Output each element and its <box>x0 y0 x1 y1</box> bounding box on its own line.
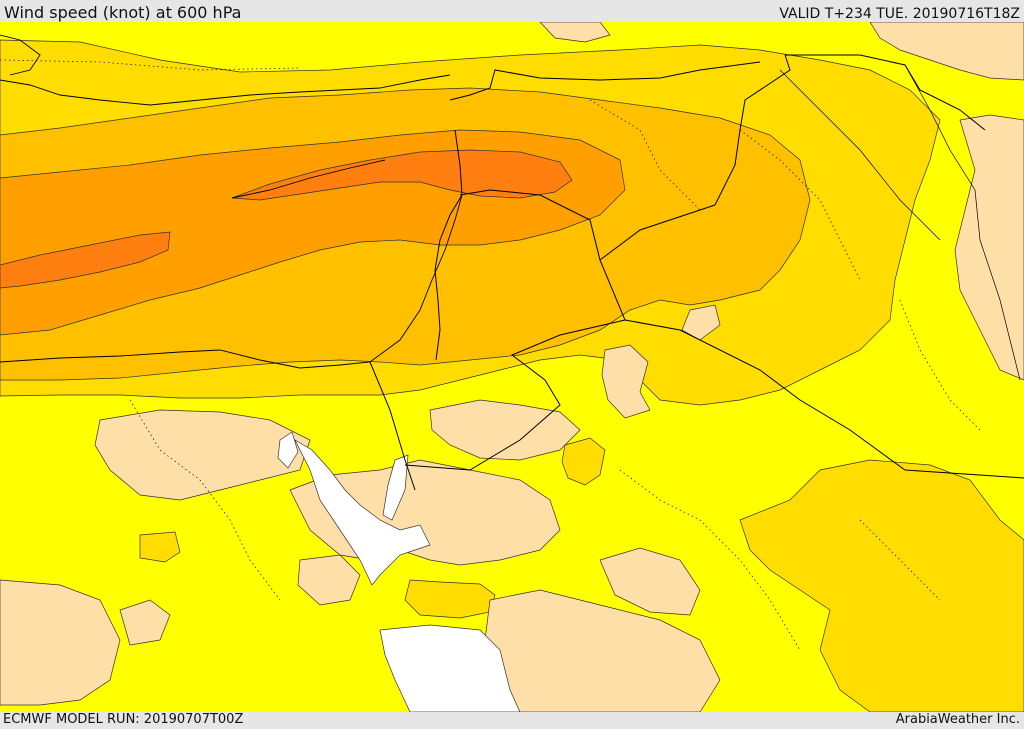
gold-wind-band-southeast <box>739 459 1024 712</box>
country-borders <box>369 54 1024 491</box>
gold-patch <box>404 579 496 619</box>
tan-low-wind-area <box>0 579 121 706</box>
province-borders <box>0 59 981 651</box>
valid-time: VALID T+234 TUE. 20190716T18Z <box>779 6 1020 22</box>
rivers <box>779 64 1021 381</box>
coastlines <box>0 34 463 369</box>
gold-patch <box>139 531 181 563</box>
gold-patch <box>561 437 606 486</box>
map-footer: ECMWF MODEL RUN: 20190707T00Z ArabiaWeat… <box>0 712 1024 729</box>
tan-low-wind-area <box>954 114 1024 381</box>
tan-low-wind-area <box>601 344 651 419</box>
tan-low-wind-area <box>599 547 701 616</box>
calm-area-red-sea <box>379 624 521 712</box>
tan-low-wind-area <box>297 554 361 606</box>
map-title: Wind speed (knot) at 600 hPa <box>4 3 242 22</box>
calm-area-gulf-aqaba <box>382 454 409 521</box>
model-run-label: ECMWF MODEL RUN: 20190707T00Z <box>3 712 244 727</box>
tan-low-wind-area <box>539 22 611 43</box>
tan-low-wind-area <box>119 599 171 646</box>
deep-orange-wind-core <box>0 231 171 289</box>
deep-orange-wind-core <box>231 149 573 201</box>
tan-low-wind-area <box>429 399 581 461</box>
wind-speed-map[interactable] <box>0 22 1024 712</box>
tan-low-wind-area <box>869 22 1024 81</box>
calm-area-gulf <box>294 439 431 586</box>
map-header: Wind speed (knot) at 600 hPa VALID T+234… <box>0 0 1024 22</box>
tan-low-wind-area <box>94 409 311 501</box>
credit-label: ArabiaWeather Inc. <box>895 712 1020 727</box>
calm-area <box>277 431 299 469</box>
tan-low-wind-area <box>681 304 721 341</box>
